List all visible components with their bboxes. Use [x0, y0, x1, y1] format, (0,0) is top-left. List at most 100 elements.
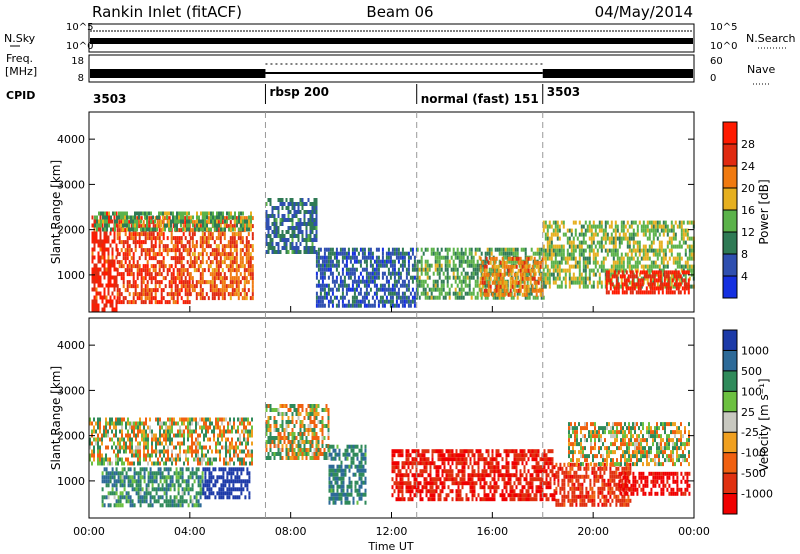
x-tick-label: 16:00: [476, 525, 508, 538]
velocity-colorbar-segment: [723, 452, 737, 474]
power-colorbar-segment: [723, 166, 737, 189]
y-tick-label: 3000: [57, 384, 85, 397]
power-colorbar-segment: [723, 254, 737, 277]
y-tick-label: 2000: [57, 430, 85, 443]
velocity-colorbar-segment: [723, 432, 737, 453]
heatmap-region-8: [618, 471, 691, 496]
heatmap-region-2: [189, 216, 254, 301]
velocity-colorbar-tick-label: 500: [741, 365, 762, 378]
heatmap-region-5: [391, 449, 556, 502]
nsearch-label: N.Search: [746, 32, 796, 45]
power-colorbar-segment: [723, 232, 737, 255]
power-colorbar-segment: [723, 144, 737, 167]
power-ylabel: Slant Range [km]: [49, 160, 63, 264]
y-tick-label: 3000: [57, 178, 85, 191]
velocity-colorbar-segment: [723, 411, 737, 433]
nsearch-tick-top: 10^5: [710, 22, 737, 33]
power-colorbar-tick-label: 16: [741, 204, 755, 217]
cpid-label: CPID: [6, 89, 35, 102]
y-tick-label: 2000: [57, 224, 85, 237]
velocity-colorbar-segment: [723, 473, 737, 494]
x-axis-label: Time UT: [367, 540, 413, 553]
heatmap-region-2: [202, 467, 251, 500]
x-tick-label: 04:00: [174, 525, 206, 538]
x-tick-label: 00:00: [678, 525, 710, 538]
nsky-trace: [90, 38, 693, 44]
heatmap-region-3: [265, 404, 330, 460]
velocity-colorbar-segment: [723, 350, 737, 372]
heatmap-region-1: [101, 467, 204, 508]
nsearch-tick-bottom: 10^0: [710, 41, 737, 52]
x-ticks: 00:00 04:00 08:00 12:00 16:00 20:00 00:00: [73, 306, 710, 538]
velocity-colorbar-segment: [723, 391, 737, 413]
velocity-colorbar-frame: [722, 329, 738, 515]
nsky-strip-frame: [88, 23, 695, 53]
freq-strip-frame: [88, 54, 695, 83]
velocity-colorbar-tick-label: -100: [741, 447, 766, 460]
power-colorbar-segment: [723, 210, 737, 233]
freq-tick-top: 18: [71, 56, 84, 67]
heatmap-region-0: [89, 417, 253, 466]
y-tick-label: 1000: [57, 269, 85, 282]
power-colorbar-tick-label: 12: [741, 226, 755, 239]
x-tick-label: 12:00: [376, 525, 408, 538]
power-colorbar-segment: [723, 122, 737, 145]
x-tick-label: 08:00: [275, 525, 307, 538]
velocity-ylabel: Slant Range [km]: [49, 366, 63, 470]
cpid-row: 3503 rbsp 200 normal (fast) 151 3503: [93, 84, 580, 106]
velocity-colorbar-tick-label: -500: [741, 467, 766, 480]
mode-change-lines: [264, 112, 544, 518]
power-colorbar-segment: [723, 276, 737, 299]
power-panel: [91, 198, 695, 312]
cpid-label-3: 3503: [547, 85, 580, 99]
power-colorbar-tick-label: 24: [741, 160, 755, 173]
heatmap-region-4: [328, 444, 367, 505]
velocity-panel: [89, 404, 691, 508]
heatmap-region-4: [265, 198, 318, 254]
velocity-colorbar-tick-label: 1000: [741, 344, 769, 357]
power-colorbar-tick-label: 8: [741, 248, 748, 261]
x-tick-label: 20:00: [577, 525, 609, 538]
freq-band-3503-a: [90, 69, 266, 78]
velocity-colorbar: 1000 500 100 25 -25 -100 -500 -1000: [722, 329, 773, 515]
nsky-label: N.Sky: [4, 32, 36, 45]
power-colorbar-tick-label: 28: [741, 138, 755, 151]
freq-label: Freq.: [6, 52, 33, 65]
velocity-colorbar-segment: [723, 493, 737, 515]
cpid-label-0: 3503: [93, 92, 126, 106]
y-ticks: 1000 2000 3000 4000 1000 2000 3000 4000: [57, 133, 694, 488]
cpid-label-1: rbsp 200: [269, 85, 328, 99]
y-tick-label: 1000: [57, 475, 85, 488]
x-tick-label: 00:00: [73, 525, 105, 538]
heatmap-region-5: [315, 247, 418, 308]
power-colorbar-tick-label: 4: [741, 270, 748, 283]
station-title: Rankin Inlet (fitACF): [92, 3, 242, 21]
nsky-tick-top: 10^5: [66, 22, 93, 33]
freq-tick-bottom: 8: [78, 73, 84, 84]
y-tick-label: 4000: [57, 339, 85, 352]
cpid-label-2: normal (fast) 151: [421, 92, 539, 106]
velocity-colorbar-label: Velocity [m s⁻¹]: [757, 378, 771, 471]
date-title: 04/May/2014: [595, 3, 693, 21]
velocity-colorbar-tick-label: 100: [741, 385, 762, 398]
strip-marks: [90, 30, 693, 78]
nsky-tick-bottom: 10^0: [66, 41, 93, 52]
heatmap-region-9: [605, 270, 690, 295]
power-colorbar: 4 8 12 16 20 24 28: [722, 121, 755, 299]
y-tick-label: 4000: [57, 133, 85, 146]
velocity-colorbar-segment: [723, 330, 737, 351]
velocity-colorbar-tick-label: 25: [741, 406, 755, 419]
nave-tick-bottom: 0: [710, 73, 716, 84]
velocity-colorbar-tick-label: -25: [741, 426, 759, 439]
velocity-colorbar-segment: [723, 370, 737, 392]
nave-tick-top: 60: [710, 56, 723, 67]
freq-unit-label: [MHz]: [5, 65, 37, 78]
heatmap-region-3: [94, 211, 252, 232]
heatmap-region-7: [568, 422, 690, 467]
nave-label: Nave: [747, 63, 775, 76]
beam-title: Beam 06: [366, 3, 433, 21]
velocity-colorbar-tick-label: -1000: [741, 488, 773, 501]
freq-band-3503-b: [542, 69, 693, 78]
power-colorbar-label: Power [dB]: [757, 179, 771, 244]
